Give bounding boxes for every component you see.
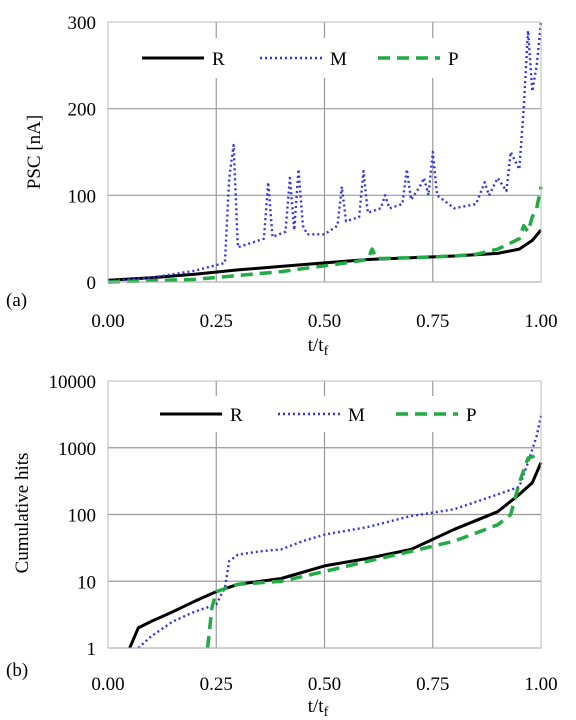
x-axis-label-a: t/tf [308,335,329,359]
x-tick-label: 0.25 [200,311,233,332]
x-axis-label-b: t/tf [308,696,329,720]
y-tick-label: 0 [87,273,97,294]
legend-label-m: M [348,405,365,426]
series-line-m [137,415,543,649]
x-ticks-b: 0.00 0.25 0.50 0.75 1.00 [91,674,557,695]
x-tick-label: 0.75 [416,674,449,695]
series-line-m [107,21,543,283]
panel-a: 0 100 200 300 0.00 0.25 0.50 0.75 1.00 PSC [nA]… [6,13,558,359]
panel-label-a: (a) [6,290,27,311]
y-tick-label: 200 [68,100,97,121]
legend-label-m: M [330,49,347,70]
y-tick-label: 1000 [58,439,96,460]
y-tick-label: 10 [77,572,96,593]
legend-label-r: R [230,405,243,426]
legend-label-p: P [466,405,477,426]
series-line-p [107,186,543,284]
x-tick-label: 0.50 [308,311,341,332]
x-tick-label: 0.25 [200,674,233,695]
x-tick-label: 1.00 [524,674,557,695]
x-tick-label: 0.75 [416,311,449,332]
y-axis-label-a: PSC [nA] [24,115,45,189]
y-tick-label: 100 [68,186,97,207]
plot-frame-b [107,380,542,649]
series-line-r [128,462,543,649]
panel-b: 1 10 100 1000 10000 0.00 0.25 0.50 0.75 1.00 Cum… [6,372,558,720]
plot-frame-a [107,21,542,283]
legend-label-r: R [212,49,225,70]
y-ticks-a: 0 100 200 300 [68,13,97,294]
series-line-p [205,452,542,649]
x-tick-label: 0.00 [91,311,124,332]
series-b [128,415,543,649]
y-tick-label: 300 [68,13,97,34]
x-tick-label: 0.00 [91,674,124,695]
x-tick-label: 0.50 [308,674,341,695]
x-tick-label: 1.00 [524,311,557,332]
series-line-r [107,229,543,282]
y-tick-label: 10000 [49,372,97,393]
series-a [107,21,543,284]
y-axis-label-b: Cumulative hits [12,453,33,574]
y-ticks-b: 1 10 100 1000 10000 [49,372,97,660]
panel-label-b: (b) [6,660,28,681]
legend-label-p: P [448,49,459,70]
y-tick-label: 1 [87,639,97,660]
y-tick-label: 100 [68,506,97,527]
x-ticks-a: 0.00 0.25 0.50 0.75 1.00 [91,311,557,332]
